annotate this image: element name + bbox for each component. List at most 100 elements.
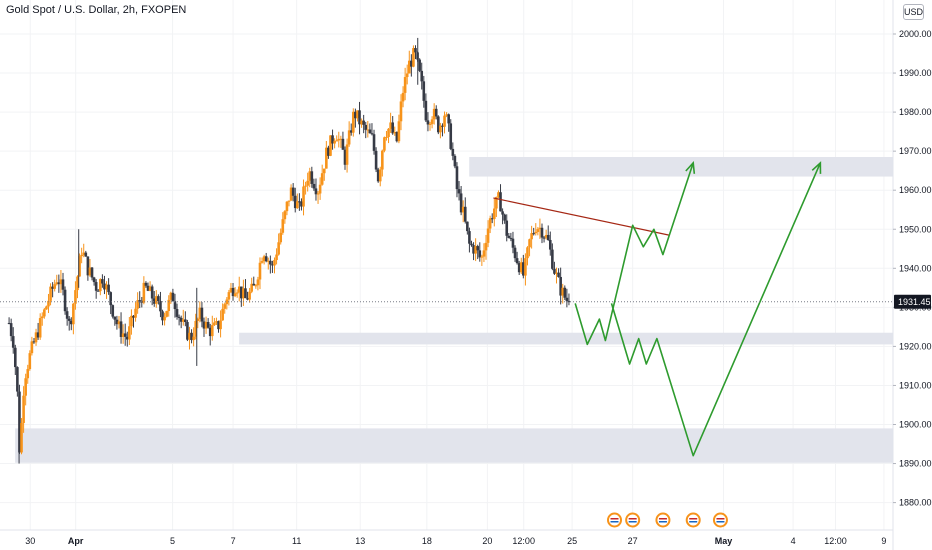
candle-body bbox=[351, 111, 355, 133]
candle-body bbox=[194, 320, 198, 337]
candle-body bbox=[532, 233, 535, 235]
candle-body bbox=[155, 296, 158, 304]
candle-body bbox=[240, 286, 243, 299]
candle-body bbox=[424, 100, 428, 121]
candle-body bbox=[339, 138, 343, 140]
candle-body bbox=[130, 315, 133, 327]
candle-body bbox=[186, 322, 189, 340]
candle-body bbox=[482, 250, 486, 257]
candle-body bbox=[391, 122, 394, 134]
candle-body bbox=[335, 140, 339, 142]
candle-body bbox=[503, 214, 506, 221]
candle-body bbox=[132, 315, 135, 318]
candle-body bbox=[349, 130, 353, 133]
candle-body bbox=[298, 201, 301, 203]
candle-body bbox=[86, 256, 90, 276]
candle-body bbox=[82, 252, 86, 255]
economic-event-icon bbox=[712, 512, 728, 528]
candle-body bbox=[565, 297, 569, 302]
candle-body bbox=[221, 308, 224, 321]
candle-body bbox=[273, 260, 276, 266]
candle-body bbox=[235, 292, 239, 294]
candle-body bbox=[399, 101, 403, 122]
candle-body bbox=[291, 187, 295, 196]
candle-body bbox=[7, 322, 11, 324]
candle-body bbox=[329, 135, 332, 156]
currency-badge[interactable]: USD bbox=[903, 4, 924, 20]
candle-body bbox=[69, 320, 73, 325]
candle-body bbox=[254, 285, 258, 287]
candle-body bbox=[374, 150, 378, 170]
candle-body bbox=[534, 231, 538, 234]
candle-body bbox=[163, 316, 166, 321]
candle-body bbox=[347, 130, 351, 145]
candle-body bbox=[28, 353, 32, 370]
time-tick-label: 12:00 bbox=[824, 536, 847, 546]
candle-body bbox=[331, 135, 334, 144]
candle-body bbox=[542, 237, 546, 239]
candle-body bbox=[499, 192, 502, 212]
candle-body bbox=[484, 242, 488, 251]
candle-body bbox=[455, 166, 459, 190]
candle-body bbox=[412, 48, 415, 67]
candle-body bbox=[443, 115, 446, 127]
candle-body bbox=[283, 211, 287, 220]
candle-body bbox=[258, 262, 262, 280]
candle-body bbox=[217, 321, 220, 330]
candle-body bbox=[51, 286, 54, 289]
candle-body bbox=[360, 120, 363, 125]
candle-body bbox=[312, 183, 316, 189]
candle-body bbox=[65, 311, 69, 319]
candle-body bbox=[476, 246, 480, 251]
candle-body bbox=[430, 119, 434, 124]
candle-body bbox=[285, 201, 289, 212]
candle-body bbox=[495, 196, 498, 209]
candle-body bbox=[26, 369, 30, 379]
candle-body bbox=[192, 336, 195, 341]
time-tick-label: 5 bbox=[170, 536, 175, 546]
candle-body bbox=[72, 303, 75, 325]
candle-body bbox=[111, 305, 115, 317]
time-tick-label: 11 bbox=[292, 536, 301, 546]
candle-body bbox=[370, 133, 374, 135]
candle-body bbox=[138, 300, 142, 302]
arrowhead bbox=[811, 161, 822, 174]
candle-body bbox=[403, 77, 407, 93]
candle-body bbox=[92, 277, 96, 283]
time-tick-label: 7 bbox=[231, 536, 236, 546]
candle-body bbox=[492, 208, 496, 219]
candle-body bbox=[165, 311, 168, 317]
candle-body bbox=[378, 169, 382, 182]
candle-body bbox=[204, 321, 208, 329]
candle-body bbox=[414, 48, 417, 53]
candle-body bbox=[223, 304, 227, 309]
candle-body bbox=[20, 422, 23, 453]
candle-body bbox=[515, 258, 519, 264]
candle-body bbox=[362, 120, 365, 125]
candle-body bbox=[96, 290, 100, 292]
candle-body bbox=[173, 301, 177, 310]
candle-body bbox=[327, 147, 330, 156]
price-tick-label: 1970.00 bbox=[899, 146, 932, 156]
trendline bbox=[493, 197, 670, 236]
candle-body bbox=[215, 321, 218, 323]
candle-body bbox=[167, 299, 171, 312]
candle-body bbox=[109, 292, 112, 306]
candle-body bbox=[325, 147, 328, 169]
candle-body bbox=[105, 284, 108, 290]
candle-body bbox=[389, 122, 392, 129]
candle-body bbox=[401, 92, 405, 102]
economic-event-icon bbox=[655, 512, 671, 528]
candle-body bbox=[546, 234, 550, 240]
candle-body bbox=[428, 123, 432, 125]
candle-body bbox=[237, 286, 241, 293]
candle-body bbox=[468, 231, 471, 244]
candle-body bbox=[57, 282, 61, 285]
arrowhead bbox=[685, 161, 696, 174]
candle-body bbox=[486, 228, 490, 243]
candle-body bbox=[341, 138, 345, 150]
candle-body bbox=[123, 333, 127, 337]
candle-body bbox=[457, 189, 461, 194]
